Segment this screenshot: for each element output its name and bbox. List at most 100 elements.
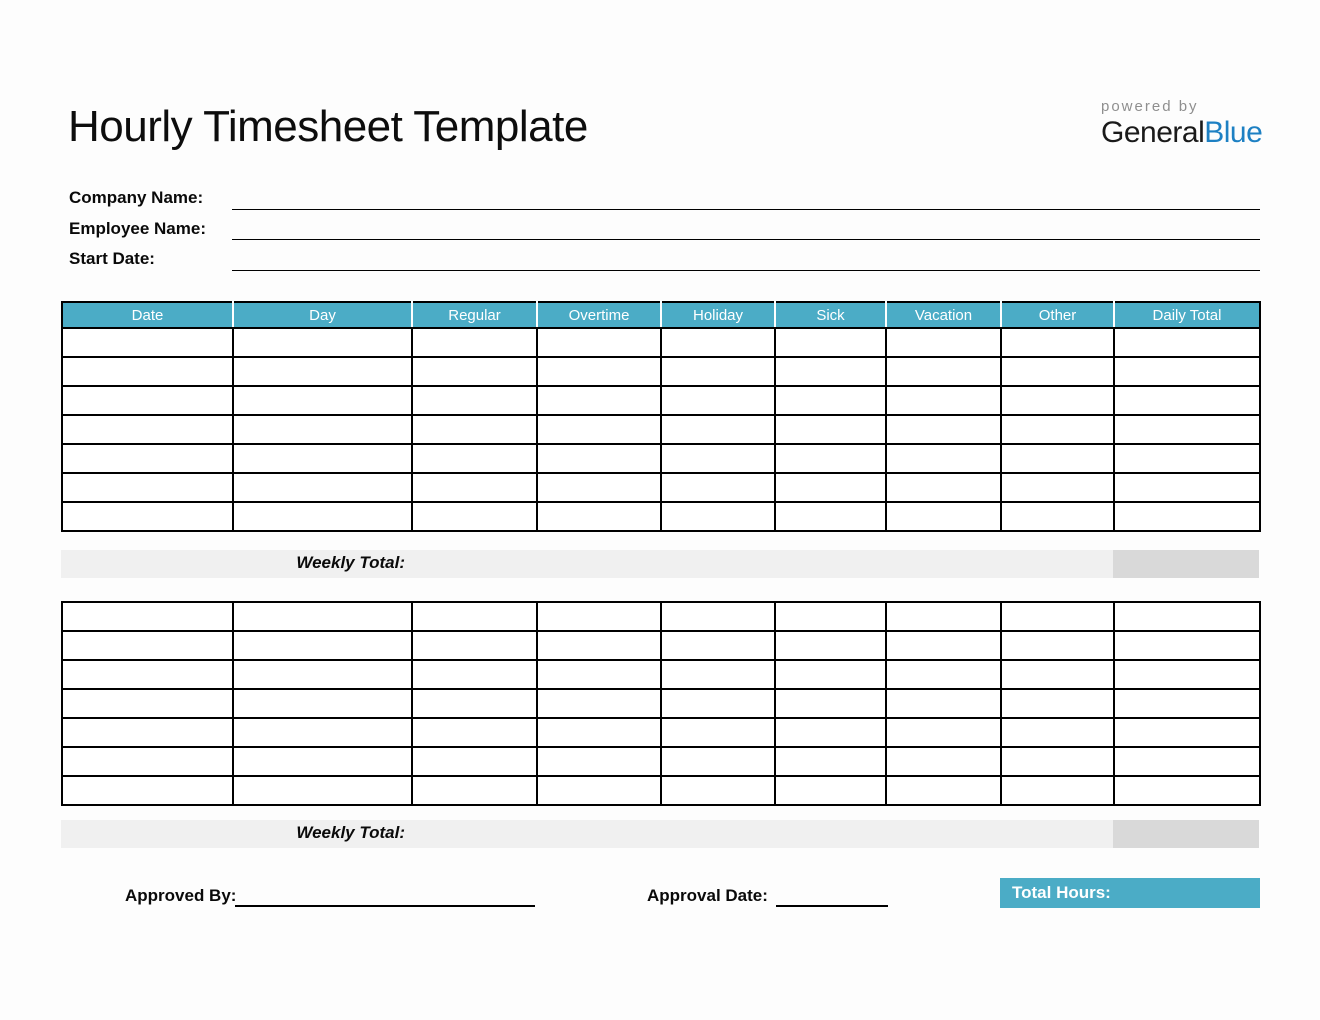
timesheet-cell-overtime[interactable] [536, 717, 662, 748]
timesheet-cell-day[interactable] [232, 775, 413, 806]
timesheet-cell-holiday[interactable] [660, 746, 776, 777]
timesheet-cell-holiday[interactable] [660, 414, 776, 445]
timesheet-cell-sick[interactable] [774, 443, 887, 474]
timesheet-cell-regular[interactable] [411, 775, 538, 806]
timesheet-cell-regular[interactable] [411, 414, 538, 445]
timesheet-cell-day[interactable] [232, 443, 413, 474]
timesheet-cell-holiday[interactable] [660, 327, 776, 358]
timesheet-cell-sick[interactable] [774, 688, 887, 719]
timesheet-cell-other[interactable] [1000, 501, 1115, 532]
timesheet-cell-overtime[interactable] [536, 746, 662, 777]
timesheet-cell-overtime[interactable] [536, 443, 662, 474]
timesheet-cell-holiday[interactable] [660, 472, 776, 503]
timesheet-cell-other[interactable] [1000, 630, 1115, 661]
timesheet-cell-holiday[interactable] [660, 688, 776, 719]
timesheet-cell-vacation[interactable] [885, 630, 1002, 661]
employee-name-input[interactable] [232, 224, 1260, 240]
timesheet-cell-day[interactable] [232, 327, 413, 358]
timesheet-cell-date[interactable] [61, 775, 234, 806]
timesheet-cell-daily-total[interactable] [1113, 688, 1261, 719]
timesheet-cell-day[interactable] [232, 356, 413, 387]
timesheet-cell-regular[interactable] [411, 659, 538, 690]
timesheet-cell-regular[interactable] [411, 717, 538, 748]
timesheet-cell-date[interactable] [61, 356, 234, 387]
timesheet-cell-day[interactable] [232, 688, 413, 719]
timesheet-cell-daily-total[interactable] [1113, 630, 1261, 661]
timesheet-cell-daily-total[interactable] [1113, 659, 1261, 690]
timesheet-cell-overtime[interactable] [536, 630, 662, 661]
timesheet-cell-vacation[interactable] [885, 501, 1002, 532]
timesheet-cell-regular[interactable] [411, 356, 538, 387]
timesheet-cell-date[interactable] [61, 717, 234, 748]
timesheet-cell-sick[interactable] [774, 630, 887, 661]
timesheet-cell-daily-total[interactable] [1113, 327, 1261, 358]
timesheet-cell-vacation[interactable] [885, 472, 1002, 503]
timesheet-cell-date[interactable] [61, 327, 234, 358]
timesheet-cell-overtime[interactable] [536, 327, 662, 358]
timesheet-cell-daily-total[interactable] [1113, 443, 1261, 474]
timesheet-cell-vacation[interactable] [885, 414, 1002, 445]
timesheet-cell-day[interactable] [232, 601, 413, 632]
approved-by-input[interactable] [235, 888, 535, 907]
timesheet-cell-overtime[interactable] [536, 356, 662, 387]
timesheet-cell-date[interactable] [61, 472, 234, 503]
total-hours-box[interactable]: Total Hours: [1000, 878, 1260, 908]
timesheet-cell-vacation[interactable] [885, 688, 1002, 719]
timesheet-cell-daily-total[interactable] [1113, 717, 1261, 748]
timesheet-cell-date[interactable] [61, 414, 234, 445]
timesheet-cell-other[interactable] [1000, 472, 1115, 503]
timesheet-cell-holiday[interactable] [660, 385, 776, 416]
timesheet-cell-day[interactable] [232, 472, 413, 503]
timesheet-cell-date[interactable] [61, 688, 234, 719]
timesheet-cell-overtime[interactable] [536, 601, 662, 632]
timesheet-cell-daily-total[interactable] [1113, 775, 1261, 806]
timesheet-cell-date[interactable] [61, 501, 234, 532]
timesheet-cell-vacation[interactable] [885, 601, 1002, 632]
timesheet-cell-overtime[interactable] [536, 472, 662, 503]
timesheet-cell-date[interactable] [61, 659, 234, 690]
timesheet-cell-day[interactable] [232, 717, 413, 748]
timesheet-cell-regular[interactable] [411, 443, 538, 474]
timesheet-cell-date[interactable] [61, 746, 234, 777]
week1-total-value-cell[interactable] [1113, 550, 1259, 578]
timesheet-cell-regular[interactable] [411, 327, 538, 358]
timesheet-cell-other[interactable] [1000, 443, 1115, 474]
timesheet-cell-holiday[interactable] [660, 659, 776, 690]
timesheet-cell-holiday[interactable] [660, 775, 776, 806]
timesheet-cell-other[interactable] [1000, 746, 1115, 777]
timesheet-cell-holiday[interactable] [660, 443, 776, 474]
timesheet-cell-overtime[interactable] [536, 385, 662, 416]
timesheet-cell-day[interactable] [232, 501, 413, 532]
timesheet-cell-daily-total[interactable] [1113, 356, 1261, 387]
timesheet-cell-other[interactable] [1000, 414, 1115, 445]
timesheet-cell-vacation[interactable] [885, 327, 1002, 358]
start-date-input[interactable] [232, 255, 1260, 271]
timesheet-cell-overtime[interactable] [536, 775, 662, 806]
timesheet-cell-day[interactable] [232, 630, 413, 661]
timesheet-cell-overtime[interactable] [536, 414, 662, 445]
timesheet-cell-vacation[interactable] [885, 746, 1002, 777]
timesheet-cell-overtime[interactable] [536, 501, 662, 532]
timesheet-cell-other[interactable] [1000, 775, 1115, 806]
timesheet-cell-sick[interactable] [774, 775, 887, 806]
timesheet-cell-daily-total[interactable] [1113, 472, 1261, 503]
week2-total-value-cell[interactable] [1113, 820, 1259, 848]
timesheet-cell-other[interactable] [1000, 717, 1115, 748]
approval-date-input[interactable] [776, 888, 888, 907]
timesheet-cell-sick[interactable] [774, 327, 887, 358]
timesheet-cell-sick[interactable] [774, 472, 887, 503]
timesheet-cell-sick[interactable] [774, 385, 887, 416]
timesheet-cell-vacation[interactable] [885, 385, 1002, 416]
timesheet-cell-vacation[interactable] [885, 659, 1002, 690]
timesheet-cell-holiday[interactable] [660, 356, 776, 387]
timesheet-cell-other[interactable] [1000, 659, 1115, 690]
timesheet-cell-date[interactable] [61, 443, 234, 474]
timesheet-cell-day[interactable] [232, 746, 413, 777]
timesheet-cell-sick[interactable] [774, 501, 887, 532]
timesheet-cell-day[interactable] [232, 659, 413, 690]
timesheet-cell-regular[interactable] [411, 630, 538, 661]
timesheet-cell-holiday[interactable] [660, 501, 776, 532]
timesheet-cell-sick[interactable] [774, 717, 887, 748]
timesheet-cell-other[interactable] [1000, 601, 1115, 632]
timesheet-cell-sick[interactable] [774, 356, 887, 387]
